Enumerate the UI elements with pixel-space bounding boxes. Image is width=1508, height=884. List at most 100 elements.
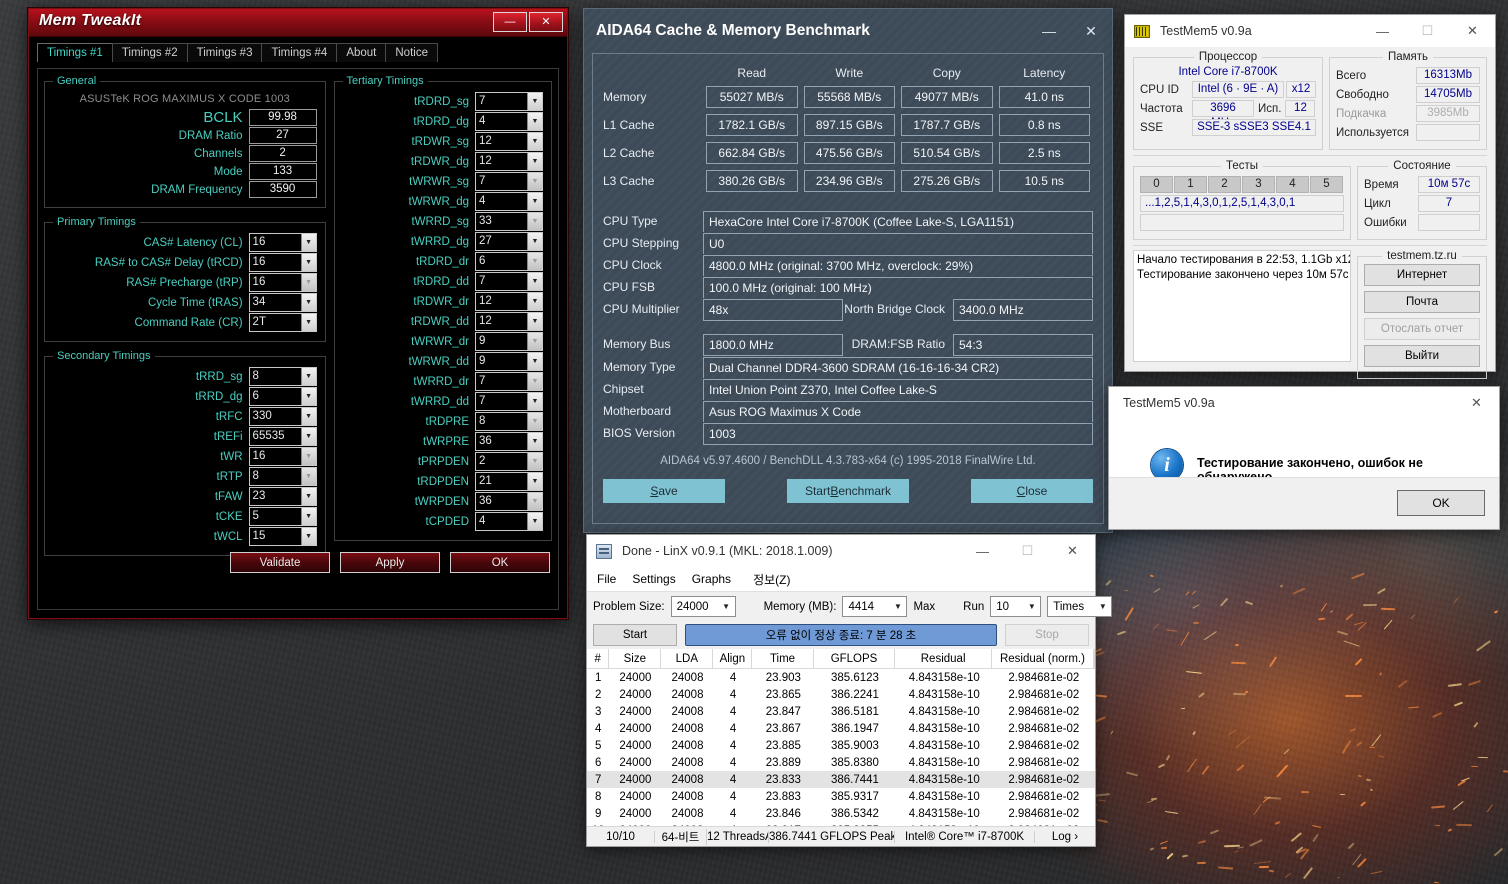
close-icon[interactable]: ✕ <box>1067 543 1078 558</box>
primary-timing-select[interactable]: 2T ▼ <box>248 313 317 332</box>
linx-titlebar[interactable]: Done - LinX v0.9.1 (MKL: 2018.1.009) — ☐… <box>587 535 1095 567</box>
secondary-timing-select[interactable]: 23 ▼ <box>248 487 317 506</box>
tertiary-timing-select[interactable]: 12 ▼ <box>475 152 543 171</box>
minimize-icon[interactable]: — <box>493 12 527 32</box>
primary-timing-select[interactable]: 34 ▼ <box>248 293 317 312</box>
dialog-titlebar[interactable]: TestMem5 v0.9a ✕ <box>1109 387 1499 419</box>
validate-button[interactable]: Validate <box>230 552 330 573</box>
tertiary-timing-select[interactable]: 21 ▼ <box>475 472 543 491</box>
maximize-icon[interactable]: ☐ <box>1421 23 1434 38</box>
table-row[interactable]: 4 24000 24008 4 23.867 386.1947 4.843158e-10 2.… <box>587 720 1095 737</box>
tertiary-timing-select[interactable]: 4 ▼ <box>475 512 543 531</box>
minimize-icon[interactable]: — <box>976 543 989 559</box>
secondary-timing-select[interactable]: 15 ▼ <box>248 527 317 546</box>
tertiary-timing-select[interactable]: 7 ▼ <box>475 372 543 391</box>
test-number-5[interactable]: 5 <box>1310 176 1343 193</box>
tertiary-timing-select[interactable]: 27 ▼ <box>475 232 543 251</box>
table-row[interactable]: 7 24000 24008 4 23.833 386.7441 4.843158e-10 2.… <box>587 771 1095 788</box>
exit-button[interactable]: Выйти <box>1364 345 1480 367</box>
tertiary-timing-select[interactable]: 36 ▼ <box>475 492 543 511</box>
tab-notice[interactable]: Notice <box>385 43 438 62</box>
menu-info[interactable]: 정보(Z) <box>753 572 791 587</box>
linx-results-table[interactable]: # Size LDA Align Time GFLOPS Residual Re… <box>587 649 1095 839</box>
secondary-timing-select[interactable]: 5 ▼ <box>248 507 317 526</box>
test-number-2[interactable]: 2 <box>1208 176 1241 193</box>
close-icon[interactable]: ✕ <box>1085 22 1097 39</box>
minimize-icon[interactable]: — <box>1376 23 1389 39</box>
test-log[interactable]: Начало тестирования в 22:53, 1.1Gb x12 Т… <box>1133 250 1351 362</box>
spark-particle <box>1165 810 1179 814</box>
tertiary-timing-select[interactable]: 12 ▼ <box>475 132 543 151</box>
table-row[interactable]: 9 24000 24008 4 23.846 386.5342 4.843158e-10 2.… <box>587 805 1095 822</box>
tertiary-timing-select[interactable]: 12 ▼ <box>475 292 543 311</box>
times-select[interactable]: Times ▼ <box>1047 596 1113 617</box>
cell-align: 4 <box>729 705 737 718</box>
secondary-timing-select[interactable]: 6 ▼ <box>248 387 317 406</box>
secondary-timing-select[interactable]: 8 ▼ <box>248 367 317 386</box>
table-row[interactable]: 8 24000 24008 4 23.883 385.9317 4.843158e-10 2.… <box>587 788 1095 805</box>
tertiary-timing-select[interactable]: 8 ▼ <box>475 412 543 431</box>
tertiary-timing-select[interactable]: 12 ▼ <box>475 312 543 331</box>
close-icon[interactable]: ✕ <box>1471 395 1482 410</box>
tertiary-timing-select[interactable]: 9 ▼ <box>475 352 543 371</box>
apply-button[interactable]: Apply <box>340 552 440 573</box>
aida64-titlebar[interactable]: AIDA64 Cache & Memory Benchmark — ✕ <box>584 9 1112 53</box>
secondary-timing-select[interactable]: 65535 ▼ <box>248 427 317 446</box>
table-row[interactable]: 1 24000 24008 4 23.903 385.6123 4.843158e-10 2.… <box>587 669 1095 686</box>
tertiary-timing-select[interactable]: 4 ▼ <box>475 192 543 211</box>
tertiary-timing-select[interactable]: 7 ▼ <box>475 272 543 291</box>
menu-settings[interactable]: Settings <box>632 572 676 586</box>
menu-file[interactable]: File <box>597 572 617 586</box>
table-row[interactable]: 5 24000 24008 4 23.885 385.9003 4.843158e-10 2.… <box>587 737 1095 754</box>
table-row[interactable]: 2 24000 24008 4 23.865 386.2241 4.843158e-10 2.… <box>587 686 1095 703</box>
test-number-4[interactable]: 4 <box>1276 176 1309 193</box>
start-button[interactable]: Start <box>593 624 677 646</box>
tab-about[interactable]: About <box>336 43 387 62</box>
close-icon[interactable]: ✕ <box>1467 23 1478 38</box>
tertiary-timing-select[interactable]: 2 ▼ <box>475 452 543 471</box>
secondary-timing-select[interactable]: 16 ▼ <box>248 447 317 466</box>
table-row[interactable]: 3 24000 24008 4 23.847 386.5181 4.843158e-10 2.… <box>587 703 1095 720</box>
tab-timings-3[interactable]: Timings #3 <box>186 43 263 62</box>
internet-button[interactable]: Интернет <box>1364 264 1480 286</box>
secondary-timing-select[interactable]: 330 ▼ <box>248 407 317 426</box>
maximize-icon[interactable]: ☐ <box>1021 543 1034 558</box>
primary-timing-select[interactable]: 16 ▼ <box>248 253 317 272</box>
table-row[interactable]: 6 24000 24008 4 23.889 385.8380 4.843158e-10 2.… <box>587 754 1095 771</box>
test-number-1[interactable]: 1 <box>1174 176 1207 193</box>
memory-select[interactable]: 4414 ▼ <box>842 596 908 617</box>
tab-timings-4[interactable]: Timings #4 <box>261 43 338 62</box>
tab-timings-1[interactable]: Timings #1 <box>37 43 113 62</box>
test-sequence-row: ...1,2,5,1,4,3,0,1,2,5,1,4,3,0,1 <box>1140 195 1344 212</box>
run-select[interactable]: 10 ▼ <box>990 596 1042 617</box>
tertiary-timing-select[interactable]: 36 ▼ <box>475 432 543 451</box>
mem-tweakit-titlebar[interactable]: Mem TweakIt — ✕ <box>29 9 567 37</box>
test-number-3[interactable]: 3 <box>1242 176 1275 193</box>
ok-button[interactable]: OK <box>1397 490 1485 516</box>
testmem5-titlebar[interactable]: TestMem5 v0.9a — ☐ ✕ <box>1125 15 1495 47</box>
close-icon[interactable]: ✕ <box>529 12 563 32</box>
ok-button[interactable]: OK <box>450 552 550 573</box>
tertiary-timing-select[interactable]: 9 ▼ <box>475 332 543 351</box>
problem-size-select[interactable]: 24000 ▼ <box>670 596 736 617</box>
tertiary-timing-select[interactable]: 7 ▼ <box>475 92 543 111</box>
mail-button[interactable]: Почта <box>1364 291 1480 313</box>
secondary-timing-select[interactable]: 8 ▼ <box>248 467 317 486</box>
tab-timings-2[interactable]: Timings #2 <box>111 43 188 62</box>
primary-timing-select[interactable]: 16 ▼ <box>248 233 317 252</box>
menu-graphs[interactable]: Graphs <box>691 572 732 586</box>
minimize-icon[interactable]: — <box>1042 23 1056 39</box>
test-number-0[interactable]: 0 <box>1140 176 1173 193</box>
tertiary-timing-select[interactable]: 7 ▼ <box>475 392 543 411</box>
tertiary-timing-select[interactable]: 6 ▼ <box>475 252 543 271</box>
primary-timing-select[interactable]: 16 ▼ <box>248 273 317 292</box>
status-log-link[interactable]: Log › <box>1051 830 1079 843</box>
tertiary-timing-select[interactable]: 7 ▼ <box>475 172 543 191</box>
tertiary-timing-select[interactable]: 4 ▼ <box>475 112 543 131</box>
tertiary-timing-select[interactable]: 33 ▼ <box>475 212 543 231</box>
column-copy: Copy <box>932 66 961 80</box>
spark-particle <box>1454 701 1464 707</box>
